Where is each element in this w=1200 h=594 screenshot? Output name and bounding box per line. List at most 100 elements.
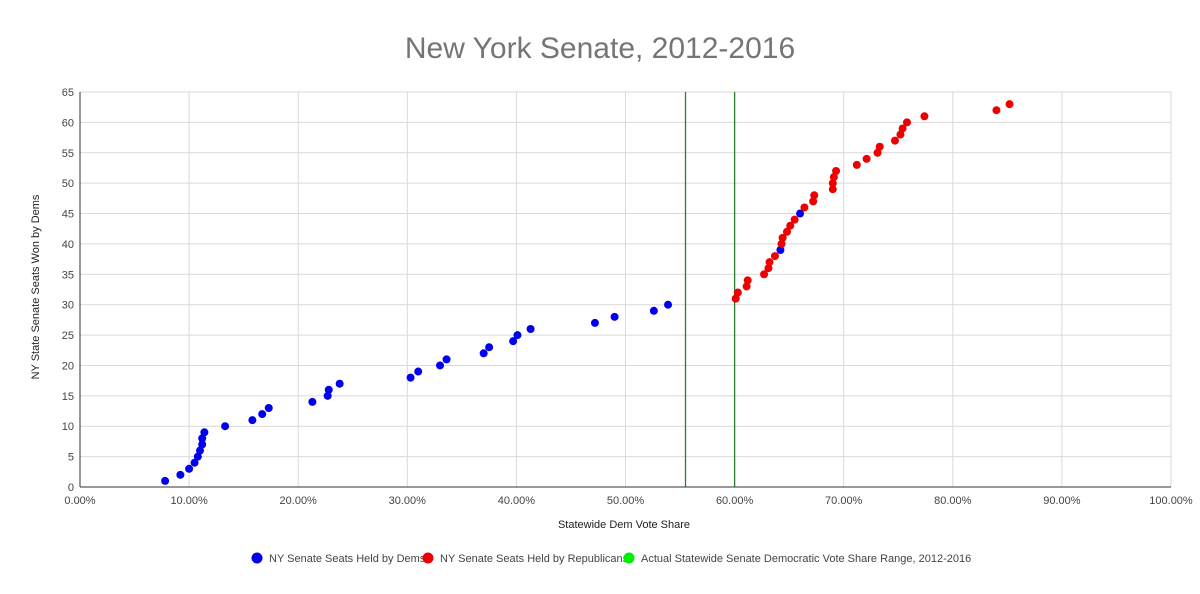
- rep-seat-point: [828, 185, 837, 194]
- rep-seat-point: [829, 173, 838, 182]
- x-tick-label: 20.00%: [280, 495, 318, 507]
- vote-share-range-lines: [684, 92, 736, 487]
- x-tick-label: 60.00%: [716, 495, 754, 507]
- legend-item: Actual Statewide Senate Democratic Vote …: [623, 552, 971, 565]
- x-tick-label: 30.00%: [389, 495, 427, 507]
- rep-seat-point: [810, 191, 819, 200]
- rep-seat-point: [875, 142, 884, 151]
- x-tick-label: 90.00%: [1043, 495, 1081, 507]
- y-tick-label: 35: [62, 269, 74, 281]
- x-tick-label: 80.00%: [934, 495, 972, 507]
- y-tick-label: 10: [62, 421, 74, 433]
- legend-label: NY Senate Seats Held by Republicans: [440, 553, 629, 565]
- rep-seat-point: [852, 160, 861, 169]
- dem-seat-point: [308, 397, 317, 406]
- dem-seat-point: [176, 470, 185, 479]
- dem-seat-point: [590, 318, 599, 327]
- dem-seat-point: [185, 464, 194, 473]
- dem-seat-point: [335, 379, 344, 388]
- dem-seat-point: [258, 410, 267, 419]
- dem-seat-point: [193, 452, 202, 461]
- dem-seat-point: [796, 209, 805, 218]
- rep-seat-point: [920, 112, 929, 121]
- y-tick-label: 25: [62, 330, 74, 342]
- rep-seat-point: [760, 270, 769, 279]
- legend: NY Senate Seats Held by Dems NY Senate Se…: [251, 552, 971, 565]
- y-axis-label: NY State Senate Seats Won by Dems: [30, 194, 42, 379]
- rep-seat-point: [786, 221, 795, 230]
- rep-seat-point: [828, 179, 837, 188]
- x-tick-label: 100.00%: [1149, 495, 1193, 507]
- x-tick-labels: 0.00% 10.00% 20.00% 30.00% 40.00% 50.00% 60.00…: [64, 495, 1193, 507]
- y-tick-label: 0: [68, 482, 74, 494]
- rep-seat-point: [731, 294, 740, 303]
- dem-seat-point: [776, 246, 785, 254]
- legend-item: NY Senate Seats Held by Dems: [251, 552, 426, 565]
- y-tick-label: 45: [62, 209, 74, 221]
- dem-seat-point: [513, 331, 522, 340]
- dem-seat-point: [406, 373, 415, 382]
- y-tick-label: 50: [62, 178, 74, 190]
- dem-seat-point: [479, 349, 488, 358]
- grid: [80, 91, 1172, 487]
- y-tick-label: 65: [62, 87, 74, 99]
- dem-seat-point: [196, 446, 205, 455]
- rep-seat-point: [743, 276, 752, 285]
- dem-seat-point: [198, 440, 207, 449]
- y-tick-label: 5: [68, 452, 74, 464]
- dem-seat-point: [221, 422, 230, 431]
- rep-seat-point: [992, 106, 1001, 115]
- rep-seat-point: [764, 264, 773, 273]
- dem-seat-point: [509, 337, 518, 346]
- dem-seat-point: [324, 385, 333, 394]
- x-tick-label: 50.00%: [607, 495, 645, 507]
- rep-seat-point: [765, 258, 774, 267]
- x-axis-label: Statewide Dem Vote Share: [558, 519, 690, 531]
- axes: [79, 92, 1171, 488]
- rep-seat-point: [777, 239, 786, 248]
- rep-seat-point: [778, 233, 787, 242]
- rep-seat-point: [742, 282, 751, 291]
- rep-seat-point: [890, 136, 899, 145]
- rep-seat-point: [790, 215, 799, 224]
- legend-marker: [422, 552, 434, 564]
- dem-seat-point: [414, 367, 423, 376]
- y-tick-label: 15: [62, 391, 74, 403]
- y-tick-label: 30: [62, 300, 74, 312]
- rep-seat-point: [770, 252, 779, 261]
- rep-seat-point: [832, 167, 841, 175]
- y-tick-label: 55: [62, 148, 74, 160]
- dem-seat-point: [442, 355, 451, 364]
- rep-seat-point: [902, 118, 911, 127]
- dem-seat-point: [485, 343, 494, 352]
- dem-seat-point: [161, 476, 170, 485]
- legend-label: Actual Statewide Senate Democratic Vote …: [641, 553, 971, 565]
- dem-seat-point: [200, 428, 209, 437]
- rep-seat-point: [898, 124, 907, 133]
- rep-seat-point: [733, 288, 742, 297]
- rep-seat-point: [809, 197, 818, 206]
- legend-item: NY Senate Seats Held by Republicans: [422, 552, 629, 565]
- y-tick-label: 20: [62, 360, 74, 372]
- dem-seat-point: [664, 300, 673, 309]
- dem-seat-point: [649, 306, 658, 315]
- x-tick-label: 10.00%: [170, 495, 208, 507]
- legend-marker: [251, 552, 263, 564]
- dem-seat-point: [248, 416, 257, 425]
- dem-seat-point: [436, 361, 445, 370]
- dem-seat-point: [323, 391, 332, 400]
- x-tick-label: 0.00%: [64, 495, 95, 507]
- data-points: [161, 100, 1014, 485]
- y-tick-label: 40: [62, 239, 74, 251]
- x-tick-label: 40.00%: [498, 495, 536, 507]
- rep-seat-point: [782, 227, 791, 236]
- dem-seat-point: [264, 404, 273, 412]
- y-tick-label: 60: [62, 117, 74, 129]
- rep-seat-point: [862, 154, 871, 163]
- rep-seat-point: [873, 148, 882, 157]
- dem-seat-point: [198, 434, 207, 443]
- chart-title: New York Senate, 2012-2016: [405, 32, 795, 65]
- dem-seat-point: [610, 312, 619, 321]
- rep-seat-point: [1005, 100, 1014, 109]
